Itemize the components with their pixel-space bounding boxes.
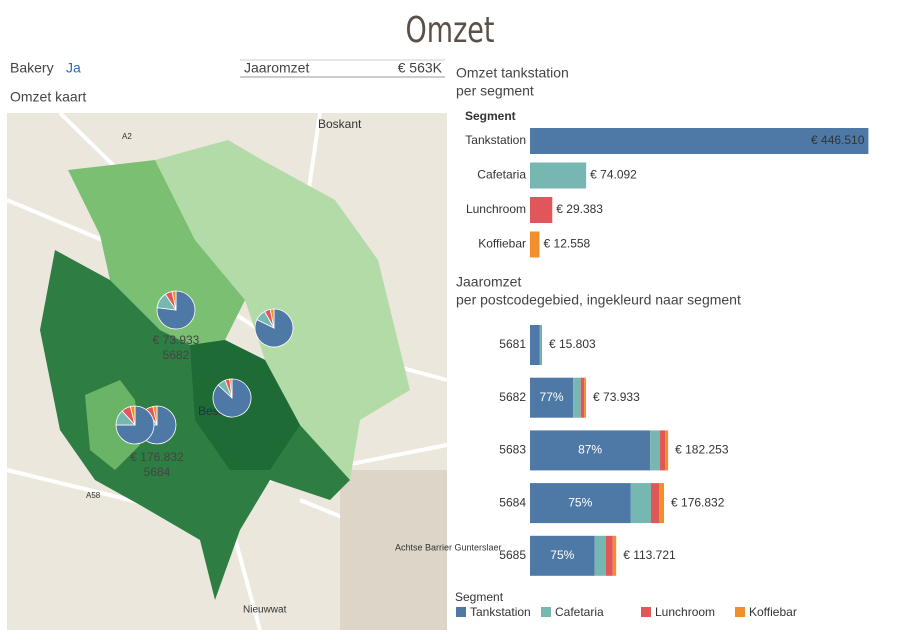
y-tick-label: 5682 [499, 390, 526, 404]
bar [530, 163, 586, 189]
legend-title: Segment [455, 590, 504, 604]
map-place: A58 [86, 491, 101, 500]
value-label: € 446.510 [811, 133, 865, 147]
share-label: 87% [578, 443, 602, 457]
total-label: € 15.803 [549, 337, 596, 351]
bar-segment [541, 325, 542, 365]
legend-swatch [456, 607, 466, 617]
y-tick-label: 5683 [499, 443, 526, 457]
chart-title: per postcodegebied, ingekleurd naar segm… [456, 292, 741, 308]
map-place: Nieuwwat [243, 605, 287, 616]
bar-segment [660, 430, 665, 470]
bar-segment [631, 483, 651, 523]
y-tick-label: Koffiebar [478, 237, 526, 251]
bar [530, 232, 540, 258]
share-label: 75% [550, 548, 574, 562]
legend-label: Lunchroom [655, 605, 715, 619]
legend-swatch [541, 607, 551, 617]
share-label: 75% [568, 495, 592, 509]
chart-title: Jaaromzet [456, 274, 521, 290]
share-label: 77% [540, 390, 564, 404]
map-place: Boskant [318, 117, 362, 131]
bar-segment [659, 483, 664, 523]
legend-swatch [735, 607, 745, 617]
y-tick-label: 5685 [499, 548, 526, 562]
map-postcode-label: 5684 [144, 465, 171, 479]
legend-swatch [641, 607, 651, 617]
total-label: € 113.721 [623, 548, 676, 562]
map-place: A2 [122, 132, 132, 141]
map-total-label: € 73.933 [153, 333, 200, 347]
value-label: € 74.092 [590, 168, 637, 182]
kpi-value: € 563K [398, 60, 443, 76]
total-label: € 176.832 [671, 495, 725, 509]
dashboard-title: Omzet [406, 8, 495, 51]
total-label: € 182.253 [675, 443, 729, 457]
legend-label: Cafetaria [555, 605, 604, 619]
bar-segment [595, 536, 606, 576]
bar-segment [650, 430, 660, 470]
chart-title: Omzet tankstation [456, 65, 569, 81]
kpi-label: Jaaromzet [244, 60, 309, 76]
bar-segment [665, 430, 668, 470]
bar-segment [584, 378, 586, 418]
bar-segment [573, 378, 581, 418]
y-tick-label: Tankstation [465, 133, 526, 147]
bar-segment [530, 325, 540, 365]
y-tick-label: 5681 [499, 337, 526, 351]
legend-label: Tankstation [470, 605, 531, 619]
bar-segment [606, 536, 613, 576]
y-tick-label: Cafetaria [477, 168, 526, 182]
map-place: Achtse Barrier Gunterslaer [395, 542, 502, 552]
chart-title: per segment [456, 83, 534, 99]
y-tick-label: Lunchroom [466, 202, 526, 216]
y-tick-label: 5684 [499, 495, 526, 509]
value-label: € 29.383 [556, 202, 603, 216]
bar [530, 197, 552, 223]
bar-segment [651, 483, 659, 523]
total-label: € 73.933 [593, 390, 640, 404]
map-postcode-label: 5682 [163, 348, 190, 362]
bar-segment [540, 325, 541, 365]
filter-label: Bakery [10, 60, 54, 76]
bar-segment [581, 378, 584, 418]
map-total-label: € 176.832 [130, 450, 184, 464]
map-title: Omzet kaart [10, 89, 86, 105]
filter-value[interactable]: Ja [66, 60, 81, 76]
value-label: € 12.558 [544, 237, 591, 251]
legend-label: Koffiebar [749, 605, 797, 619]
map[interactable]: Boskant Best Nieuwwat Achtse Barrier Gun… [7, 113, 502, 630]
axis-title: Segment [465, 109, 516, 123]
bar-segment [613, 536, 616, 576]
